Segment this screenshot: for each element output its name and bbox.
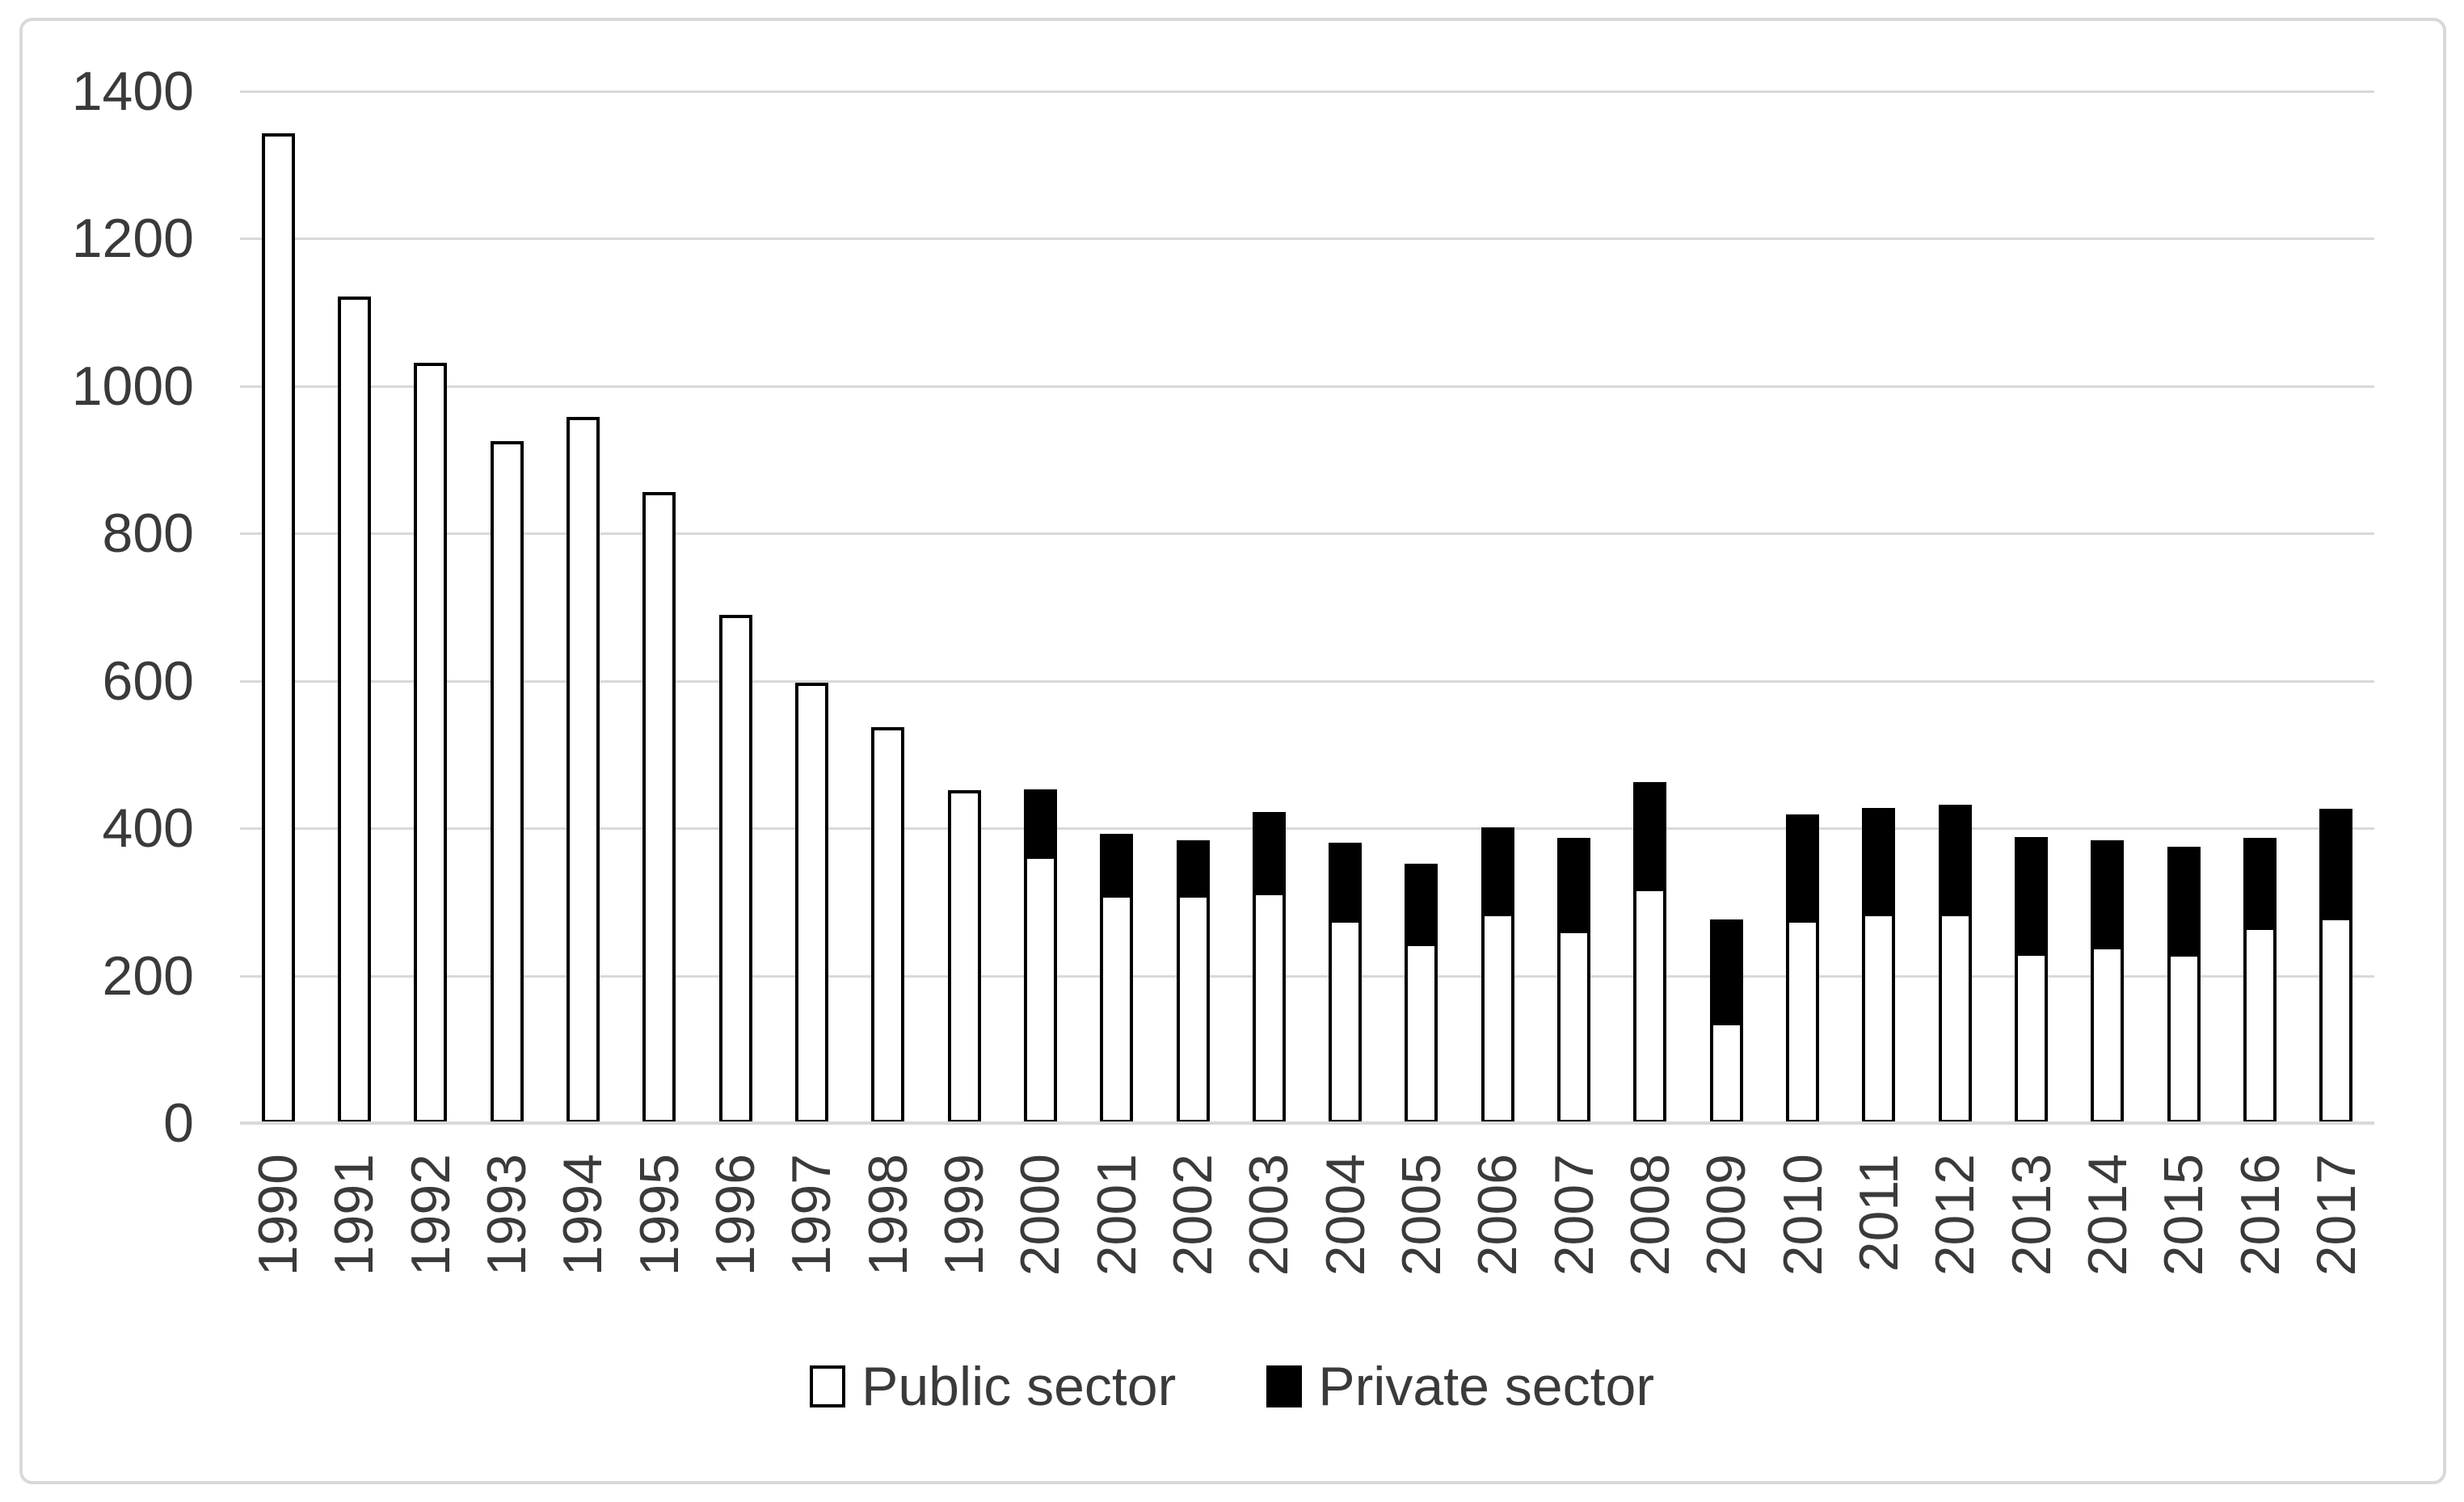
bar-segment-public	[2015, 953, 2048, 1123]
gridline	[240, 238, 2374, 240]
legend-label-public: Public sector	[861, 1356, 1177, 1417]
x-tick-label: 2013	[2001, 1154, 2062, 1277]
bar-segment-public	[1633, 888, 1666, 1123]
gridline	[240, 975, 2374, 978]
x-tick-label: 1991	[323, 1154, 385, 1277]
bar-segment-public	[871, 727, 904, 1123]
x-tick-label: 2006	[1467, 1154, 1528, 1277]
bar-segment-public	[1710, 1022, 1743, 1123]
bar-segment-public	[1024, 856, 1057, 1123]
legend-item-public: Public sector	[810, 1359, 1176, 1414]
gridline	[240, 680, 2374, 683]
bar-segment-public	[2319, 917, 2352, 1123]
x-tick-label: 2001	[1086, 1154, 1148, 1277]
bar-segment-public	[719, 615, 752, 1123]
x-tick-label: 2012	[1924, 1154, 1986, 1277]
bar-segment-private	[2167, 847, 2201, 953]
bar-segment-public	[2243, 927, 2277, 1123]
x-tick-label: 2002	[1162, 1154, 1224, 1277]
bar-segment-private	[1100, 834, 1133, 894]
bar-segment-private	[2015, 837, 2048, 953]
bar-segment-private	[1329, 843, 1362, 919]
bar-segment-public	[567, 417, 600, 1123]
x-tick-label: 1995	[629, 1154, 690, 1277]
x-tick-label: 2003	[1238, 1154, 1299, 1277]
x-tick-label: 2011	[1848, 1154, 1910, 1273]
x-tick-label: 2014	[2077, 1154, 2138, 1277]
bar-segment-public	[1786, 919, 1819, 1123]
y-tick-label: 800	[102, 503, 194, 564]
x-tick-label: 1994	[552, 1154, 613, 1277]
legend-swatch-public	[810, 1365, 845, 1407]
bar-segment-public	[795, 683, 828, 1123]
bar-segment-public	[338, 297, 371, 1123]
y-tick-label: 0	[163, 1092, 194, 1154]
bar-segment-private	[1481, 827, 1514, 913]
bar-segment-public	[1481, 913, 1514, 1123]
legend-swatch-private	[1266, 1365, 1303, 1407]
x-tick-label: 1990	[247, 1154, 309, 1277]
bar-segment-public	[1405, 943, 1438, 1123]
x-tick-label: 1999	[933, 1154, 995, 1277]
y-tick-label: 1400	[71, 61, 194, 122]
bar-segment-private	[2243, 838, 2277, 927]
bar-segment-private	[1177, 840, 1210, 894]
x-tick-label: 2016	[2230, 1154, 2291, 1277]
x-tick-label: 1993	[476, 1154, 537, 1277]
bar-segment-public	[1100, 894, 1133, 1123]
gridline	[240, 90, 2374, 93]
bar-segment-private	[1786, 814, 1819, 919]
x-tick-label: 2008	[1620, 1154, 1681, 1277]
y-tick-label: 400	[102, 797, 194, 859]
y-tick-label: 600	[102, 650, 194, 712]
y-tick-label: 1200	[71, 208, 194, 269]
bar-segment-private	[1862, 808, 1895, 913]
x-tick-label: 2015	[2153, 1154, 2214, 1277]
bar-segment-private	[1024, 789, 1057, 856]
bar-segment-private	[1710, 919, 1743, 1022]
x-tick-label: 1997	[781, 1154, 842, 1277]
legend-item-private: Private sector	[1266, 1359, 1654, 1414]
bar-segment-private	[2319, 809, 2352, 917]
x-tick-label: 1992	[400, 1154, 461, 1277]
bar-segment-private	[1253, 812, 1286, 892]
bar-segment-private	[1557, 838, 1590, 930]
x-tick-label: 2000	[1009, 1154, 1071, 1277]
bar-segment-public	[2167, 953, 2201, 1123]
legend-label-private: Private sector	[1318, 1356, 1654, 1417]
bar-segment-public	[642, 492, 676, 1123]
x-tick-label: 2007	[1544, 1154, 1605, 1277]
bar-segment-public	[491, 441, 524, 1123]
bar-segment-public	[1557, 930, 1590, 1123]
bar-segment-public	[1253, 892, 1286, 1123]
legend: Public sector Private sector	[0, 1359, 2464, 1414]
gridline	[240, 827, 2374, 830]
bar-segment-public	[262, 133, 295, 1123]
x-tick-label: 2009	[1695, 1154, 1757, 1277]
bar-segment-public	[1862, 913, 1895, 1123]
gridline	[240, 385, 2374, 388]
bar-segment-private	[1633, 782, 1666, 888]
x-tick-label: 2004	[1315, 1154, 1376, 1277]
x-tick-label: 1998	[857, 1154, 919, 1277]
bar-segment-private	[2091, 840, 2124, 946]
bar-segment-public	[414, 363, 447, 1123]
bar-segment-public	[948, 790, 981, 1123]
bar-segment-public	[1329, 919, 1362, 1123]
y-tick-label: 200	[102, 945, 194, 1007]
gridline	[240, 532, 2374, 535]
bar-segment-public	[1177, 894, 1210, 1123]
x-tick-label: 2017	[2306, 1154, 2367, 1277]
bar-segment-private	[1405, 864, 1438, 943]
bar-segment-private	[1939, 805, 1972, 913]
x-tick-label: 1996	[705, 1154, 766, 1277]
x-tick-label: 2010	[1772, 1154, 1834, 1277]
x-axis-line	[240, 1121, 2374, 1125]
x-tick-label: 2005	[1391, 1154, 1452, 1277]
y-tick-label: 1000	[71, 356, 194, 417]
bar-segment-public	[1939, 913, 1972, 1123]
bar-segment-public	[2091, 946, 2124, 1123]
